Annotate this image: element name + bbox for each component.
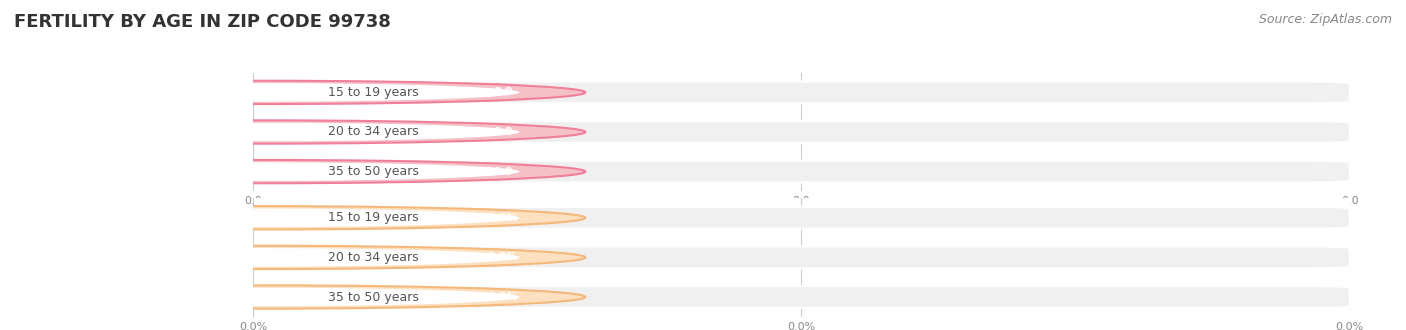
- FancyBboxPatch shape: [253, 207, 1350, 229]
- Text: 15 to 19 years: 15 to 19 years: [329, 211, 419, 224]
- Text: 0.0: 0.0: [494, 127, 513, 137]
- Circle shape: [4, 248, 520, 267]
- FancyBboxPatch shape: [264, 288, 505, 306]
- Text: 0.0: 0.0: [494, 167, 513, 177]
- Text: 20 to 34 years: 20 to 34 years: [329, 251, 419, 264]
- Text: 0.0%: 0.0%: [488, 252, 519, 262]
- FancyBboxPatch shape: [264, 209, 505, 227]
- Circle shape: [4, 288, 520, 306]
- Text: 35 to 50 years: 35 to 50 years: [328, 290, 419, 304]
- Circle shape: [4, 209, 520, 227]
- FancyBboxPatch shape: [253, 121, 1350, 143]
- Text: FERTILITY BY AGE IN ZIP CODE 99738: FERTILITY BY AGE IN ZIP CODE 99738: [14, 13, 391, 31]
- FancyBboxPatch shape: [264, 248, 505, 267]
- FancyBboxPatch shape: [253, 82, 1350, 103]
- FancyBboxPatch shape: [264, 162, 505, 181]
- Circle shape: [0, 81, 585, 104]
- Circle shape: [0, 206, 585, 229]
- Circle shape: [4, 123, 520, 141]
- FancyBboxPatch shape: [264, 83, 505, 102]
- Text: 20 to 34 years: 20 to 34 years: [329, 125, 419, 139]
- Circle shape: [4, 83, 520, 102]
- Text: 35 to 50 years: 35 to 50 years: [328, 165, 419, 178]
- Text: 15 to 19 years: 15 to 19 years: [329, 86, 419, 99]
- Circle shape: [0, 160, 585, 183]
- Text: 0.0: 0.0: [494, 87, 513, 97]
- FancyBboxPatch shape: [253, 286, 1350, 308]
- Circle shape: [0, 246, 585, 269]
- Text: 0.0%: 0.0%: [488, 292, 519, 302]
- Text: 0.0%: 0.0%: [488, 213, 519, 223]
- Circle shape: [4, 162, 520, 181]
- FancyBboxPatch shape: [264, 123, 505, 141]
- Circle shape: [0, 285, 585, 309]
- FancyBboxPatch shape: [253, 247, 1350, 268]
- Circle shape: [0, 120, 585, 144]
- FancyBboxPatch shape: [253, 161, 1350, 182]
- Text: Source: ZipAtlas.com: Source: ZipAtlas.com: [1258, 13, 1392, 26]
